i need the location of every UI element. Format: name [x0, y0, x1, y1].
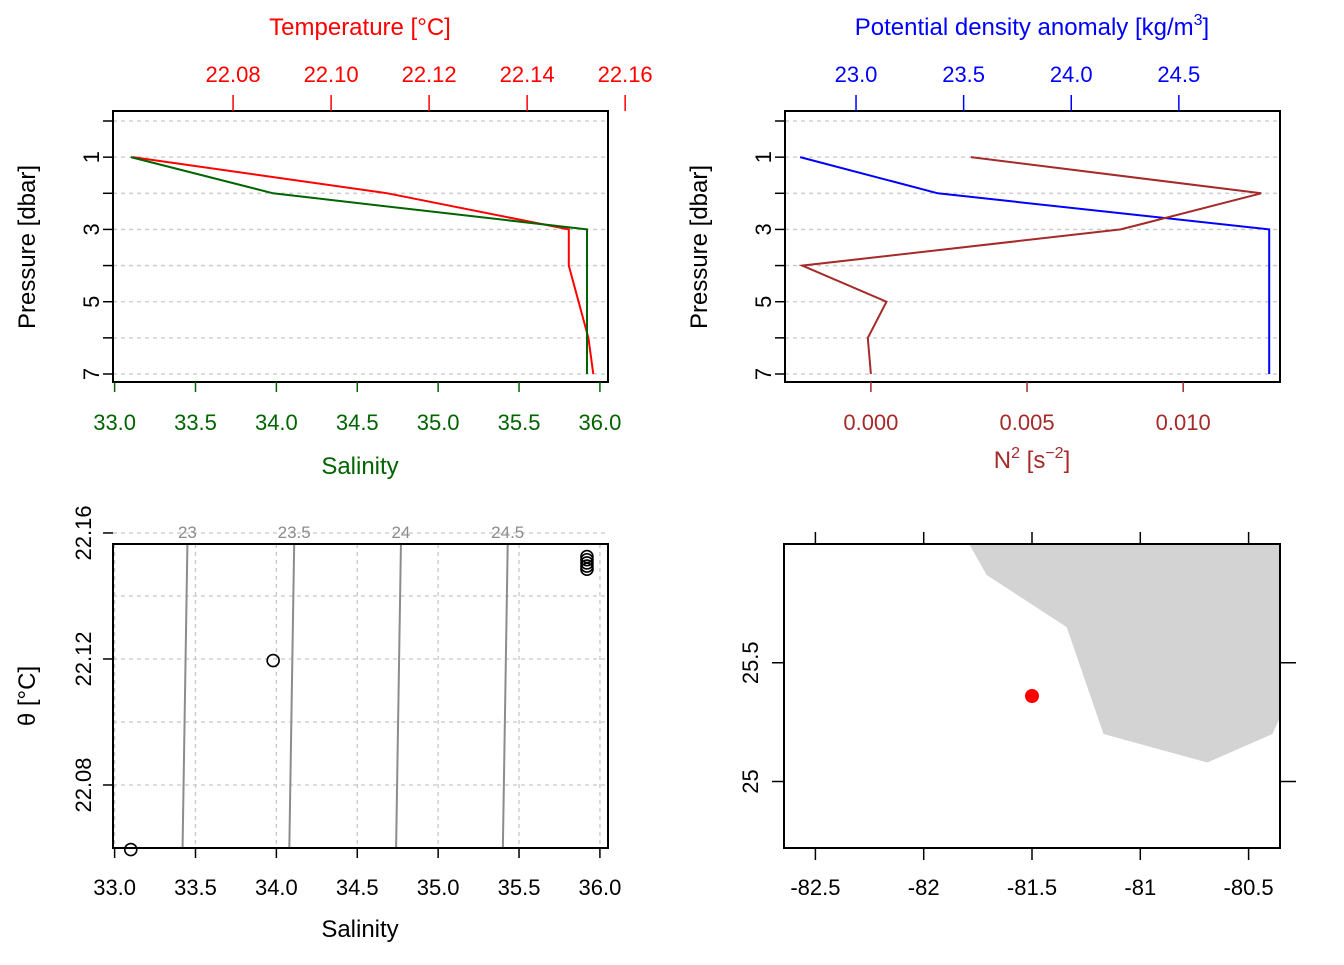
p4-xtick-label-4: -80.5	[1224, 875, 1274, 900]
p3-theta-axis-title: θ [°C]	[14, 666, 41, 726]
p3-ytick-label-1: 22.12	[71, 631, 96, 686]
p4-ytick-label-1: 25.5	[738, 641, 763, 684]
p1-temperature-axis-title: Temperature [°C]	[269, 14, 451, 41]
p4-station-marker	[1025, 689, 1039, 703]
p1-bottom-tick-label-3: 34.5	[336, 410, 379, 435]
p2-series-bottom	[798, 156, 1262, 375]
p2-density-axis-title: Potential density anomaly [kg/m3]	[855, 12, 1209, 41]
p1-plot-frame	[112, 110, 609, 383]
p1-salinity-axis-title: Salinity	[321, 453, 398, 480]
p1-bottom-tick-label-4: 35.0	[417, 410, 460, 435]
ts-diagram: 23 23.5 24 24.5 33.0 33.5 34.0 34.5 35.0 35.5 36.…	[14, 505, 621, 943]
p2-top-tick-label-1: 23.5	[942, 62, 985, 87]
p3-isopycnal-label-3: 24.5	[491, 523, 524, 542]
p1-salinity-axis: 33.0 33.5 34.0 34.5 35.0 35.5 36.0	[93, 382, 621, 435]
p2-bottom-tick-label-0: 0.000	[843, 410, 898, 435]
p2-ytick-label-2: 5	[751, 296, 776, 308]
p2-n2-axis: 0.000 0.005 0.010	[843, 382, 1211, 435]
p2-density-axis: 23.0 23.5 24.0 24.5	[835, 62, 1200, 111]
p1-bottom-tick-label-1: 33.5	[174, 410, 217, 435]
p1-ytick-label-3: 7	[79, 368, 104, 380]
p2-pressure-ticks: 1 3 5 7	[751, 120, 785, 380]
p3-salinity-axis-title: Salinity	[321, 916, 398, 943]
p1-bottom-tick-label-6: 36.0	[578, 410, 621, 435]
p1-ytick-label-0: 1	[79, 151, 104, 163]
p1-pressure-axis-title: Pressure [dbar]	[14, 165, 41, 329]
p1-grid	[113, 120, 608, 375]
p2-profile-lines	[798, 156, 1271, 375]
p1-profile-lines	[130, 156, 595, 375]
p1-temperature-axis: 22.08 22.10 22.12 22.14 22.16	[206, 62, 653, 111]
p3-point-1	[266, 653, 280, 668]
p3-xtick-label-3: 34.5	[336, 875, 379, 900]
p4-xtick-label-3: -81	[1124, 875, 1156, 900]
p3-data-points	[123, 549, 594, 857]
p3-plot-frame	[112, 543, 609, 849]
p2-ytick-label-0: 1	[751, 151, 776, 163]
p3-isopycnal-label-2: 24	[391, 523, 410, 542]
p4-xtick-label-1: -82	[908, 875, 940, 900]
p2-bottom-tick-label-2: 0.010	[1156, 410, 1211, 435]
p3-isopycnal-2	[395, 543, 402, 849]
p1-pressure-ticks: 1 3 5 7	[79, 120, 113, 380]
p3-isopycnal-1	[288, 543, 296, 849]
p1-top-tick-label-1: 22.10	[304, 62, 359, 87]
p3-isopycnal-0	[181, 543, 189, 849]
p3-xtick-label-5: 35.5	[498, 875, 541, 900]
p3-xtick-label-4: 35.0	[417, 875, 460, 900]
p2-ytick-label-1: 3	[751, 223, 776, 235]
p3-point-0	[123, 842, 138, 857]
p3-xtick-label-6: 36.0	[578, 875, 621, 900]
station-map: -82.5 -82 -81.5 -81 -80.5 25 25.5	[738, 532, 1296, 900]
p3-ytick-label-2: 22.16	[71, 505, 96, 560]
p4-xtick-label-2: -81.5	[1007, 875, 1057, 900]
p4-ytick-label-0: 25	[738, 769, 763, 793]
p2-n2-axis-title: N2 [s−2]	[994, 445, 1071, 474]
p2-grid	[785, 120, 1280, 375]
p1-ytick-label-2: 5	[79, 296, 104, 308]
p2-top-tick-label-0: 23.0	[835, 62, 878, 87]
p3-xtick-label-2: 34.0	[255, 875, 298, 900]
p4-latitude-axis: 25 25.5	[738, 641, 1296, 794]
p3-salinity-axis: 33.0 33.5 34.0 34.5 35.0 35.5 36.0	[93, 848, 621, 900]
p1-series-bottom	[130, 156, 588, 374]
p2-bottom-tick-label-1: 0.005	[1000, 410, 1055, 435]
p1-bottom-tick-label-0: 33.0	[93, 410, 136, 435]
p3-isopycnal-3	[501, 543, 509, 849]
p1-top-tick-label-0: 22.08	[206, 62, 261, 87]
p3-grid	[113, 532, 608, 848]
p4-xtick-label-0: -82.5	[790, 875, 840, 900]
p3-point-6	[580, 549, 594, 564]
p3-xtick-label-1: 33.5	[174, 875, 217, 900]
p1-bottom-tick-label-2: 34.0	[255, 410, 298, 435]
p4-land-polygon	[969, 544, 1280, 763]
p3-theta-axis: 22.08 22.12 22.16	[71, 505, 113, 813]
p1-top-tick-label-3: 22.14	[500, 62, 555, 87]
p3-isopycnal-label-0: 23	[178, 523, 197, 542]
p1-series-top	[132, 156, 595, 375]
p1-top-tick-label-2: 22.12	[402, 62, 457, 87]
p2-pressure-axis-title: Pressure [dbar]	[686, 165, 713, 329]
p3-ytick-label-0: 22.08	[71, 757, 96, 812]
p1-bottom-tick-label-5: 35.5	[498, 410, 541, 435]
p1-ytick-label-1: 3	[79, 223, 104, 235]
p1-top-tick-label-4: 22.16	[598, 62, 653, 87]
p3-isopycnal-label-1: 23.5	[278, 523, 311, 542]
p3-xtick-label-0: 33.0	[93, 875, 136, 900]
p2-plot-frame	[784, 110, 1281, 383]
p2-top-tick-label-3: 24.5	[1157, 62, 1200, 87]
p4-longitude-axis: -82.5 -82 -81.5 -81 -80.5	[790, 532, 1274, 900]
p3-isopycnals: 23 23.5 24 24.5	[178, 523, 524, 849]
p2-ytick-label-3: 7	[751, 368, 776, 380]
density-n2-profile: 1 3 5 7 23.0 23.5 24.0 24.5 0.000 0.005 0.010 Po…	[686, 12, 1281, 474]
p2-series-top	[799, 156, 1271, 374]
p2-top-tick-label-2: 24.0	[1050, 62, 1093, 87]
